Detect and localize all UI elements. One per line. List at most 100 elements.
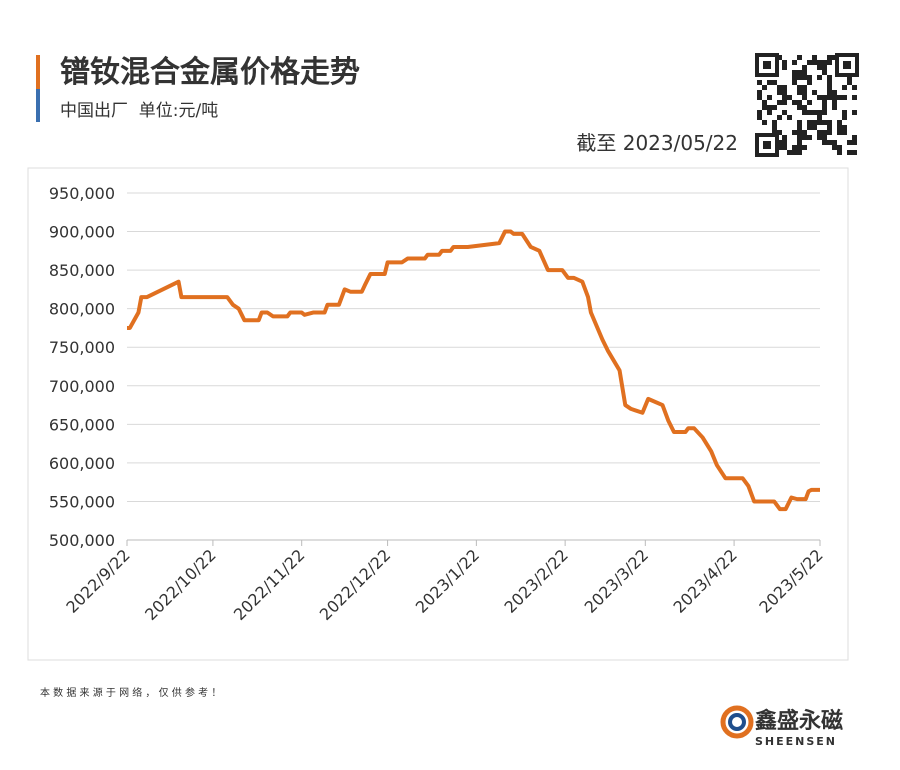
qr-cell: [852, 150, 857, 155]
qr-cell: [837, 125, 842, 130]
qr-cell: [767, 110, 772, 115]
qr-cell: [812, 120, 817, 125]
qr-cell: [762, 120, 767, 125]
qr-cell: [842, 125, 847, 130]
qr-cell: [852, 135, 857, 140]
qr-cell: [827, 85, 832, 90]
qr-cell: [797, 100, 802, 105]
as-of: 截至 2023/05/22: [576, 131, 738, 155]
qr-cell: [827, 140, 832, 145]
qr-cell: [782, 60, 787, 65]
qr-cell: [772, 125, 777, 130]
footnote: 本 数 据 来 源 于 网 络 ， 仅 供 参 考 ！: [40, 686, 221, 699]
qr-cell: [817, 120, 822, 125]
qr-cell: [782, 65, 787, 70]
y-tick-label: 600,000: [49, 454, 115, 473]
qr-cell: [782, 95, 787, 100]
x-tick-label: 2022/11/22: [230, 545, 309, 624]
qr-cell: [832, 145, 837, 150]
qr-cell: [827, 75, 832, 80]
qr-cell: [827, 80, 832, 85]
qr-cell: [797, 125, 802, 130]
qr-cell: [792, 80, 797, 85]
qr-cell: [852, 140, 857, 145]
qr-cell: [837, 95, 842, 100]
qr-cell: [792, 130, 797, 135]
qr-cell: [812, 125, 817, 130]
qr-cell: [777, 100, 782, 105]
qr-cell: [797, 130, 802, 135]
qr-cell: [797, 105, 802, 110]
qr-cell: [797, 90, 802, 95]
title: 镨钕混合金属价格走势: [60, 55, 360, 90]
qr-cell: [807, 120, 812, 125]
qr-cell: [787, 150, 792, 155]
qr-cell: [802, 130, 807, 135]
qr-cell: [832, 55, 837, 60]
qr-cell: [827, 95, 832, 100]
x-tick-label: 2023/2/22: [501, 545, 572, 616]
qr-finder: [843, 61, 851, 69]
qr-cell: [757, 110, 762, 115]
qr-cell: [792, 100, 797, 105]
x-tick-label: 2023/1/22: [412, 545, 483, 616]
y-tick-label: 900,000: [49, 223, 115, 242]
qr-code: [755, 53, 859, 157]
qr-cell: [757, 90, 762, 95]
qr-cell: [817, 60, 822, 65]
qr-cell: [847, 80, 852, 85]
qr-cell: [767, 80, 772, 85]
qr-cell: [847, 140, 852, 145]
qr-cell: [822, 110, 827, 115]
qr-cell: [802, 145, 807, 150]
qr-cell: [782, 90, 787, 95]
qr-cell: [792, 70, 797, 75]
qr-cell: [777, 145, 782, 150]
qr-cell: [777, 55, 782, 60]
qr-cell: [817, 75, 822, 80]
qr-cell: [777, 85, 782, 90]
qr-cell: [777, 90, 782, 95]
qr-cell: [762, 105, 767, 110]
qr-cell: [817, 135, 822, 140]
qr-cell: [827, 125, 832, 130]
qr-cell: [837, 150, 842, 155]
qr-cell: [797, 140, 802, 145]
qr-finder: [763, 141, 771, 149]
qr-cell: [807, 135, 812, 140]
qr-cell: [797, 75, 802, 80]
qr-cell: [787, 95, 792, 100]
qr-cell: [847, 150, 852, 155]
qr-cell: [822, 100, 827, 105]
plot: 500,000 550,000 600,000 650,000 700,000 750,0…: [49, 184, 827, 624]
y-tick-label: 950,000: [49, 184, 115, 203]
y-tick-label: 750,000: [49, 338, 115, 357]
qr-cell: [822, 120, 827, 125]
qr-cell: [812, 90, 817, 95]
qr-cell: [822, 95, 827, 100]
qr-cell: [827, 60, 832, 65]
qr-cell: [852, 110, 857, 115]
qr-cell: [832, 90, 837, 95]
qr-cell: [777, 115, 782, 120]
qr-cell: [827, 90, 832, 95]
qr-cell: [797, 85, 802, 90]
qr-cell: [792, 145, 797, 150]
qr-cell: [762, 100, 767, 105]
qr-cell: [772, 80, 777, 85]
qr-cell: [792, 60, 797, 65]
qr-cell: [757, 115, 762, 120]
qr-cell: [817, 95, 822, 100]
qr-cell: [807, 110, 812, 115]
qr-cell: [822, 135, 827, 140]
x-tick-label: 2023/4/22: [669, 545, 740, 616]
qr-cell: [772, 120, 777, 125]
qr-cell: [782, 100, 787, 105]
qr-cell: [812, 60, 817, 65]
qr-cell: [832, 105, 837, 110]
qr-cell: [797, 55, 802, 60]
qr-cell: [797, 135, 802, 140]
qr-cell: [807, 80, 812, 85]
qr-cell: [802, 65, 807, 70]
x-tick-label: 2023/5/22: [755, 545, 826, 616]
